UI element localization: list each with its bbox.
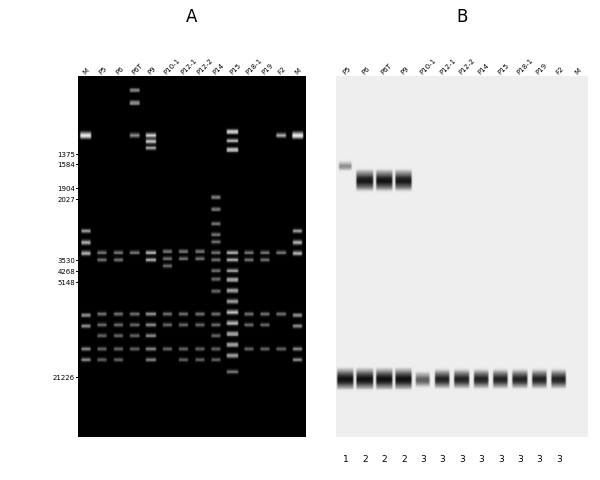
Text: P18-1: P18-1 [245,57,263,75]
Text: 3: 3 [536,454,542,463]
Text: P15: P15 [229,62,242,75]
Text: 8: 8 [214,77,218,83]
Text: 5148: 5148 [57,279,75,285]
Text: 5: 5 [421,77,425,83]
Text: 2: 2 [362,454,368,463]
Text: 3530: 3530 [57,257,75,264]
Text: 1904: 1904 [57,185,75,192]
Text: M: M [82,67,91,75]
Text: P6T: P6T [380,62,394,75]
Text: P15: P15 [497,62,510,75]
Text: P5: P5 [341,65,352,75]
Text: 4: 4 [401,77,406,83]
Text: P9: P9 [147,65,157,75]
Text: 2: 2 [382,454,387,463]
Text: 4: 4 [149,77,154,83]
Text: P14: P14 [477,62,491,75]
Text: P12-2: P12-2 [458,57,476,75]
Text: 3: 3 [479,454,484,463]
Text: P12-2: P12-2 [196,57,214,75]
Text: 10: 10 [515,77,524,83]
Text: 21226: 21226 [53,374,75,380]
Text: P12-1: P12-1 [439,57,457,75]
Text: 3: 3 [440,454,445,463]
Text: P6: P6 [115,65,125,75]
Text: A: A [187,8,197,26]
Text: 3: 3 [556,454,562,463]
Text: P14: P14 [212,62,226,75]
Text: 3: 3 [517,454,523,463]
Text: 3: 3 [498,454,503,463]
Text: 1: 1 [343,77,348,83]
Text: P12-1: P12-1 [179,57,198,75]
Text: 3: 3 [421,454,426,463]
Text: 12: 12 [554,77,563,83]
Text: F2: F2 [554,65,565,75]
Text: P6: P6 [361,65,371,75]
Text: 2: 2 [363,77,367,83]
Text: 2027: 2027 [57,196,75,202]
Text: 6: 6 [182,77,186,83]
Text: 11: 11 [261,77,270,83]
Text: 7: 7 [460,77,464,83]
Text: M: M [83,77,89,83]
Text: 2: 2 [116,77,121,83]
Text: 11: 11 [535,77,544,83]
Text: 12: 12 [277,77,286,83]
Text: M: M [575,77,581,83]
Text: P10-1: P10-1 [163,57,182,75]
Text: 5: 5 [166,77,170,83]
Text: 3: 3 [133,77,137,83]
Text: M: M [574,67,583,75]
Text: F2: F2 [277,65,287,75]
Text: P19: P19 [261,62,275,75]
Text: M: M [295,77,301,83]
Text: 1375: 1375 [57,151,75,157]
Text: P6T: P6T [131,62,144,75]
Text: 8: 8 [479,77,484,83]
Text: 7: 7 [198,77,202,83]
Text: P19: P19 [535,62,549,75]
Text: 1: 1 [343,454,349,463]
Text: 3: 3 [382,77,387,83]
Text: 10: 10 [245,77,254,83]
Text: 4268: 4268 [57,268,75,274]
Text: P9: P9 [400,65,410,75]
Text: B: B [457,8,467,26]
Text: P10-1: P10-1 [419,57,437,75]
Text: 6: 6 [440,77,445,83]
Text: 1: 1 [100,77,104,83]
Text: 2: 2 [401,454,407,463]
Text: 9: 9 [499,77,503,83]
Text: M: M [293,67,302,75]
Text: P18-1: P18-1 [516,57,535,75]
Text: 3: 3 [459,454,465,463]
Text: 1584: 1584 [57,162,75,168]
Text: 9: 9 [230,77,235,83]
Text: P5: P5 [98,65,109,75]
